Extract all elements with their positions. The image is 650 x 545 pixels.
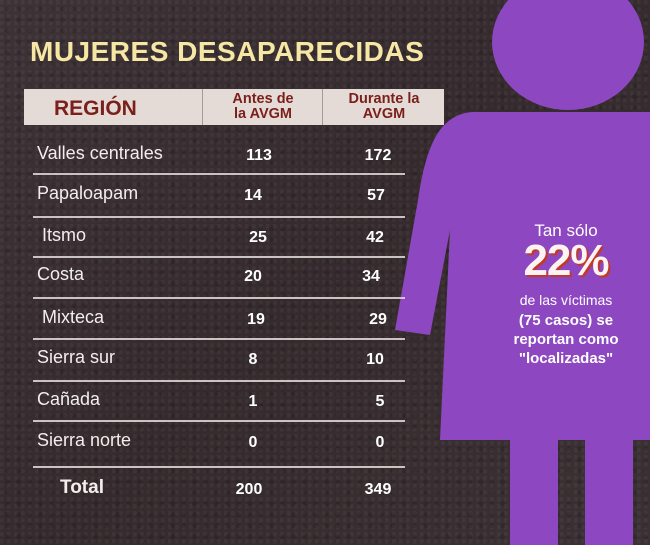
header-divider (322, 89, 323, 125)
header-region: REGIÓN (54, 97, 137, 120)
row-before: 25 (249, 229, 267, 246)
row-divider (33, 256, 405, 258)
total-before: 200 (235, 481, 263, 498)
stat-percent: 22% (523, 236, 609, 285)
table-header: REGIÓN Antes de la AVGM Durante la AVGM (24, 89, 444, 125)
stat-line2: de las víctimas (519, 292, 613, 308)
row-divider (33, 380, 405, 382)
table-row: Mixteca 19 29 (0, 307, 650, 337)
row-before: 0 (248, 434, 258, 451)
row-region: Mixteca (42, 307, 105, 327)
header-divider (202, 89, 203, 125)
row-divider (33, 466, 405, 468)
row-before: 8 (248, 351, 258, 368)
table-total-row: Total 200 349 (0, 477, 650, 507)
table-row: Sierra norte 0 0 (0, 430, 650, 460)
row-region: Sierra sur (37, 347, 116, 367)
stat-detail: (75 casos) se reportan como "localizadas… (513, 312, 619, 367)
row-region: Papaloapam (37, 183, 139, 203)
row-during: 172 (364, 147, 392, 164)
row-region: Itsmo (42, 225, 87, 245)
table-row: Costa 20 34 (0, 264, 650, 294)
table-row: Valles centrales 113 172 (0, 143, 650, 173)
row-during: 0 (375, 434, 385, 451)
row-region: Costa (37, 264, 85, 284)
table-row: Cañada 1 5 (0, 389, 650, 419)
row-region: Valles centrales (37, 143, 163, 163)
row-before: 19 (247, 311, 265, 328)
row-before: 1 (248, 393, 258, 410)
row-during: 29 (369, 311, 387, 328)
row-during: 10 (366, 351, 384, 368)
row-during: 42 (366, 229, 384, 246)
row-divider (33, 216, 405, 218)
page-title: MUJERES DESAPARECIDAS (30, 36, 425, 67)
total-label: Total (60, 477, 104, 498)
header-during: Durante la AVGM (348, 91, 420, 122)
row-divider (33, 420, 405, 422)
header-before: Antes de la AVGM (232, 91, 294, 122)
row-during: 34 (362, 268, 380, 285)
row-divider (33, 297, 405, 299)
row-before: 14 (244, 187, 262, 204)
table-row: Sierra sur 8 10 (0, 347, 650, 377)
row-during: 57 (367, 187, 385, 204)
row-before: 113 (246, 147, 272, 164)
row-during: 5 (375, 393, 385, 410)
table-row: Itsmo 25 42 (0, 225, 650, 255)
total-during: 349 (364, 481, 392, 498)
table-row: Papaloapam 14 57 (0, 183, 650, 213)
row-divider (33, 173, 405, 175)
row-region: Sierra norte (37, 430, 132, 450)
row-region: Cañada (37, 389, 101, 409)
row-divider (33, 338, 405, 340)
stat-intro: Tan sólo (534, 221, 598, 240)
row-before: 20 (244, 268, 262, 285)
